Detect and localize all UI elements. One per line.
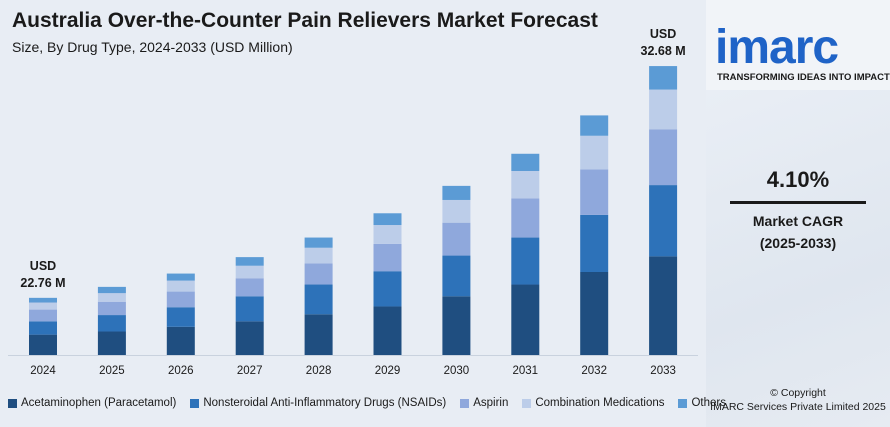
bar-segment-2024-4 <box>29 302 57 310</box>
legend-label: Others <box>691 397 726 409</box>
bar-segment-2029-3 <box>373 243 402 272</box>
bar-segment-2030-1 <box>442 296 471 355</box>
bar-segment-2033-1 <box>649 256 678 355</box>
cagr-value: 4.10% <box>766 167 830 192</box>
bar-segment-2026-3 <box>166 291 195 308</box>
bar-segment-2030-3 <box>442 222 471 256</box>
bar-segment-2033-3 <box>649 129 678 186</box>
bar-segment-2027-4 <box>235 265 264 279</box>
cagr-label: Market CAGR <box>752 213 844 229</box>
cagr-period: (2025-2033) <box>759 235 837 251</box>
x-tick-label: 2025 <box>99 365 125 377</box>
x-tick-label: 2030 <box>444 365 470 377</box>
bar-segment-2028-3 <box>304 263 333 285</box>
legend-swatch <box>460 398 470 408</box>
bar-segment-2025-1 <box>97 331 126 355</box>
bar-segment-2033-5 <box>649 66 678 90</box>
bar-segment-2028-2 <box>304 284 333 315</box>
bar-segment-2026-4 <box>166 280 195 292</box>
x-tick-label: 2027 <box>237 365 263 377</box>
cagr-divider <box>730 201 866 204</box>
bar-segment-2028-4 <box>304 247 333 264</box>
chart-subtitle: Size, By Drug Type, 2024-2033 (USD Milli… <box>12 39 293 55</box>
bar-segment-2025-4 <box>97 293 126 302</box>
bar-segment-2027-2 <box>235 296 264 322</box>
bar-segment-2032-1 <box>580 272 609 355</box>
legend-swatch <box>8 398 17 408</box>
bar-segment-2027-3 <box>235 278 264 297</box>
bar-segment-2029-4 <box>373 225 402 244</box>
bar-segment-2027-5 <box>235 257 264 266</box>
total-value-label: 32.68 M <box>641 44 686 58</box>
bar-segment-2032-4 <box>580 135 609 170</box>
x-tick-label: 2033 <box>650 365 676 377</box>
total-value-label: USD <box>30 259 56 273</box>
bar-segment-2025-5 <box>97 286 126 294</box>
bar-segment-2032-2 <box>580 214 609 273</box>
bar-segment-2029-5 <box>373 213 402 226</box>
bar-segment-2031-5 <box>511 153 540 171</box>
copyright-line-1: © Copyright <box>770 387 826 399</box>
bar-segment-2024-1 <box>29 334 57 355</box>
x-tick-label: 2031 <box>513 365 539 377</box>
bar-segment-2029-2 <box>373 271 402 307</box>
bar-segment-2024-3 <box>29 309 57 322</box>
bar-segment-2028-1 <box>304 314 333 355</box>
bar-segment-2031-1 <box>511 284 540 355</box>
x-tick-label: 2026 <box>168 365 194 377</box>
bar-chart: 2024 2025 2026 2027 2028 2029 2030 2031 2032 2033… <box>8 27 698 377</box>
bar-segment-2032-3 <box>580 169 609 215</box>
x-tick-label: 2028 <box>306 365 332 377</box>
legend-label: Acetaminophen (Paracetamol) <box>21 397 177 409</box>
bar-segment-2025-3 <box>97 301 126 316</box>
bar-segment-2026-5 <box>166 273 195 281</box>
bar-segment-2031-2 <box>511 237 540 285</box>
x-tick-label: 2024 <box>30 365 56 377</box>
legend-label: Aspirin <box>473 397 509 409</box>
bar-segment-2028-5 <box>304 237 333 248</box>
chart-legend: Acetaminophen (Paracetamol) Nonsteroidal … <box>8 396 726 410</box>
bar-segment-2033-4 <box>649 89 678 130</box>
side-panel <box>706 0 890 427</box>
legend-swatch <box>678 398 688 408</box>
bar-segment-2025-2 <box>97 315 126 332</box>
bar-segment-2026-2 <box>166 307 195 327</box>
legend-label: Combination Medications <box>535 397 665 409</box>
x-tick-label: 2032 <box>581 365 607 377</box>
bar-segment-2032-5 <box>580 115 609 136</box>
legend-item: Nonsteroidal Anti-Inflammatory Drugs (NS… <box>190 397 446 409</box>
bar-segment-2033-2 <box>649 185 678 257</box>
bar-segment-2026-1 <box>166 326 195 355</box>
legend-item: Others <box>678 397 726 409</box>
logo-wordmark: imarc <box>715 21 839 74</box>
legend-item: Acetaminophen (Paracetamol) <box>8 397 176 409</box>
legend-item: Aspirin <box>460 397 508 409</box>
bar-segment-2030-4 <box>442 199 471 223</box>
total-value-label: USD <box>650 27 676 41</box>
bar-segment-2027-1 <box>235 321 264 355</box>
bar-segment-2031-3 <box>511 198 540 238</box>
bar-segment-2024-2 <box>29 321 57 335</box>
bar-segment-2030-5 <box>442 185 471 200</box>
side-decoration <box>706 90 890 427</box>
bar-segment-2030-2 <box>442 255 471 297</box>
bar-segment-2024-5 <box>29 297 57 303</box>
bar-segment-2029-1 <box>373 306 402 355</box>
legend-item: Combination Medications <box>522 397 664 409</box>
legend-label: Nonsteroidal Anti-Inflammatory Drugs (NS… <box>203 397 447 409</box>
logo-tagline: TRANSFORMING IDEAS INTO IMPACT <box>717 72 890 83</box>
chart-title: Australia Over-the-Counter Pain Reliever… <box>12 9 598 32</box>
legend-swatch <box>190 398 200 408</box>
copyright-line-2: IMARC Services Private Limited 2025 <box>710 401 886 413</box>
x-tick-label: 2029 <box>375 365 401 377</box>
legend-swatch <box>522 398 532 408</box>
copyright-notice: © Copyright IMARC Services Private Limit… <box>706 386 890 414</box>
bar-segment-2031-4 <box>511 170 540 199</box>
total-value-label: 22.76 M <box>20 276 65 290</box>
brand-logo: imarc TRANSFORMING IDEAS INTO IMPACT <box>715 21 890 84</box>
